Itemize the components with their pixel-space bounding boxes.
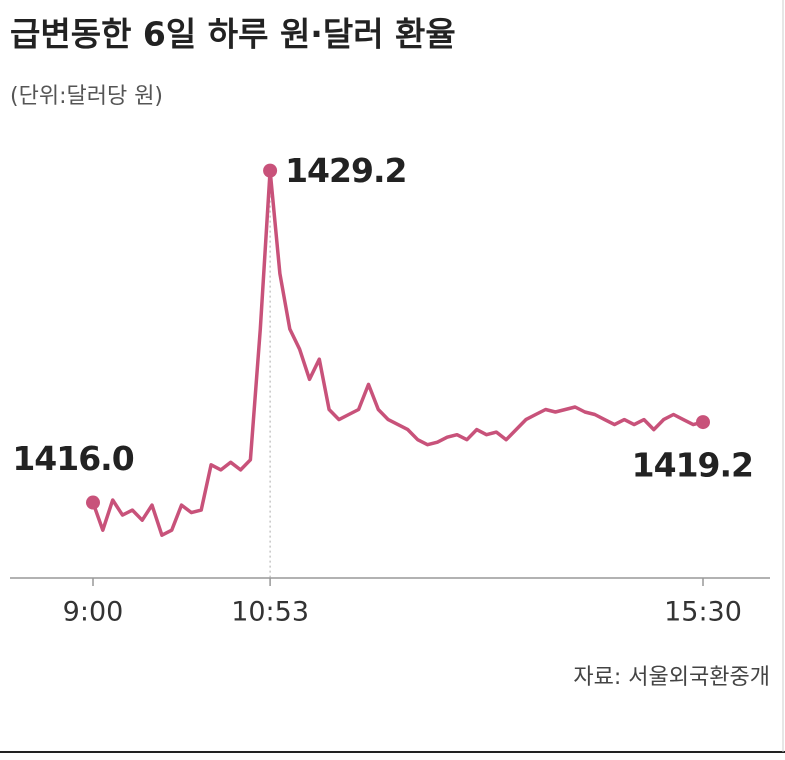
point-marker (86, 495, 100, 510)
x-tick-label: 15:30 (664, 597, 742, 628)
value-label: 1429.2 (285, 151, 406, 190)
value-label: 1416.0 (12, 439, 133, 478)
source-note: 자료: 서울외국환중개 (573, 665, 770, 690)
x-tick-label: 10:53 (231, 597, 309, 628)
chart-subtitle: (단위:달러당 원) (10, 84, 163, 109)
point-marker (263, 163, 278, 178)
point-marker (696, 415, 710, 430)
value-label: 1419.2 (632, 446, 753, 485)
chart-title: 급변동한 6일 하루 원·달러 환율 (10, 15, 456, 54)
x-tick-label: 9:00 (63, 597, 124, 628)
line-series (91, 168, 704, 537)
